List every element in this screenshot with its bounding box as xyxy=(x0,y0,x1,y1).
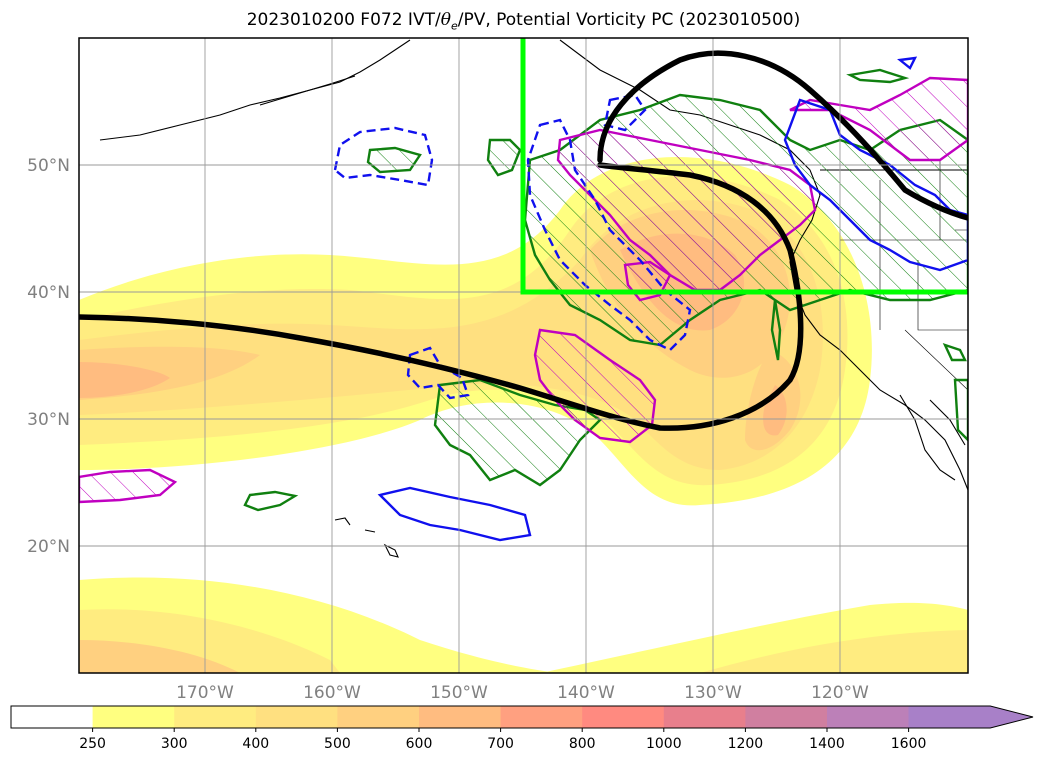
lat-label-2: 40°N xyxy=(27,283,70,303)
hawaii-islands xyxy=(334,517,399,558)
lon-label-2: 160°W xyxy=(303,683,361,703)
blue-solid-south xyxy=(377,486,532,542)
blue-dashed-central xyxy=(406,346,470,400)
lat-tick-labels: 50°N 40°N 30°N 20°N xyxy=(27,156,70,557)
green-blob-south xyxy=(243,490,299,512)
colorbar-segment xyxy=(255,706,338,728)
colorbar-tick-label: 400 xyxy=(242,736,269,752)
colorbar-segment xyxy=(92,706,175,728)
figure-title: 2023010200 F072 IVT/θe/PV, Potential Vor… xyxy=(0,10,1047,32)
green-blob-mid xyxy=(486,138,522,177)
ivt-axis-lines xyxy=(79,50,968,431)
magenta-region-south xyxy=(533,328,657,444)
jet-axis-north xyxy=(597,50,968,221)
colorbar-extend-arrow xyxy=(908,706,1033,728)
green-blob-coast-3 xyxy=(953,378,968,442)
colorbar-tick-label: 1600 xyxy=(891,736,927,752)
lat-label-1: 50°N xyxy=(27,156,70,176)
lat-label-3: 30°N xyxy=(27,410,70,430)
colorbar-tick-label: 1400 xyxy=(809,736,845,752)
highlight-box xyxy=(520,38,968,295)
blue-solid-northeast-2 xyxy=(897,56,918,70)
magenta-region-lowerleft xyxy=(79,468,178,504)
baja-coast xyxy=(899,394,966,481)
colorbar-segment xyxy=(827,706,910,728)
title-prefix: 2023010200 F072 IVT/ xyxy=(246,10,441,30)
map-frame xyxy=(78,37,969,674)
colorbar-tick-label: 600 xyxy=(406,736,433,752)
blue-dashed-bering xyxy=(333,126,434,187)
colorbar: 250 300 400 500 600 700 800 1000 1200 1400 1600 xyxy=(10,705,1034,752)
colorbar-segment xyxy=(11,706,94,728)
lon-label-6: 120°W xyxy=(811,683,869,703)
lat-label-4: 20°N xyxy=(27,537,70,557)
colorbar-tick-label: 300 xyxy=(161,736,188,752)
alaska-aleutians-coast-2 xyxy=(259,75,356,106)
lon-label-1: 170°W xyxy=(176,683,234,703)
green-blob-coast-1 xyxy=(770,299,782,361)
lon-label-5: 130°W xyxy=(684,683,742,703)
graticule xyxy=(79,38,968,673)
ivt-south-band-core xyxy=(79,640,240,673)
colorbar-segment xyxy=(582,706,665,728)
green-blob-bering xyxy=(366,146,422,174)
colorbar-segment xyxy=(174,706,257,728)
colorbar-segment xyxy=(337,706,420,728)
colorbar-tick-label: 800 xyxy=(569,736,596,752)
title-suffix: /PV, Potential Vorticity PC (2023010500) xyxy=(457,10,801,30)
jet-axis-main xyxy=(79,162,804,431)
lon-tick-labels: 170°W 160°W 150°W 140°W 130°W 120°W xyxy=(176,683,869,703)
colorbar-segment xyxy=(500,706,583,728)
title-theta: θ xyxy=(440,10,451,30)
lon-label-4: 140°W xyxy=(557,683,615,703)
green-blob-ne-top xyxy=(846,68,910,84)
blue-solid-northeast xyxy=(783,98,968,272)
title-theta-sub: e xyxy=(450,19,458,33)
colorbar-tick-label: 1200 xyxy=(728,736,764,752)
map-content xyxy=(79,38,968,673)
colorbar-segment xyxy=(419,706,502,728)
blue-pv-contours xyxy=(333,56,968,542)
green-region-central-pacific xyxy=(433,378,602,487)
colorbar-tick-label: 250 xyxy=(79,736,106,752)
colorbar-tick-label: 700 xyxy=(487,736,514,752)
colorbar-outline xyxy=(10,705,1034,729)
colorbar-tick-label: 500 xyxy=(324,736,351,752)
ivt-south-band-inner xyxy=(79,609,968,673)
lon-label-3: 150°W xyxy=(430,683,488,703)
colorbar-segment xyxy=(663,706,746,728)
colorbar-tick-label: 1000 xyxy=(646,736,682,752)
colorbar-segment xyxy=(745,706,828,728)
green-blob-coast-2 xyxy=(942,342,967,362)
